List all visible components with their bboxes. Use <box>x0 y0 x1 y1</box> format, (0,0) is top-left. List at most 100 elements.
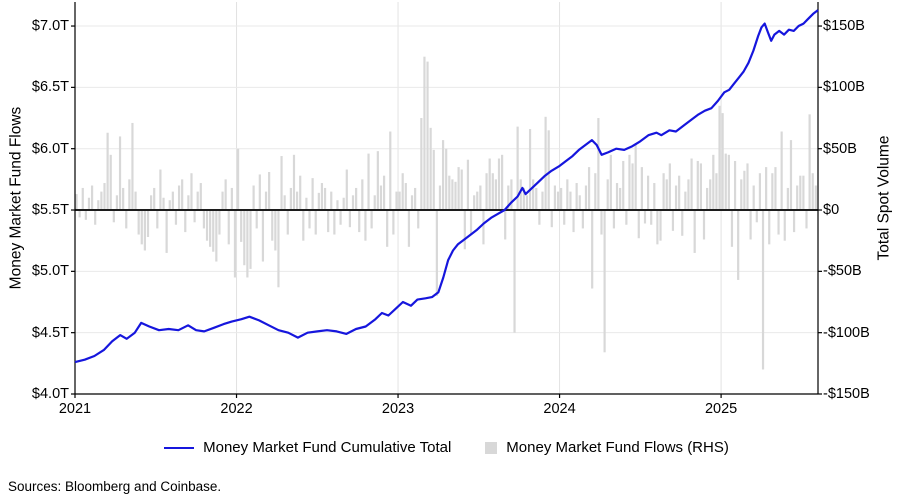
flow-bar <box>702 210 706 240</box>
flow-bar <box>364 210 367 241</box>
flow-bar <box>373 195 376 211</box>
right-axis-tick-label: -$100B <box>823 324 870 341</box>
flow-bar <box>674 185 678 211</box>
flow-bar <box>370 210 373 229</box>
flow-bar <box>159 169 162 211</box>
flow-bar <box>308 210 311 229</box>
flow-bar <box>634 143 637 211</box>
flow-bar <box>87 197 91 211</box>
flow-bar <box>665 179 668 211</box>
flow-bar <box>314 210 317 235</box>
flow-bar <box>224 179 227 211</box>
flow-bar <box>410 195 414 211</box>
source-note: Sources: Bloomberg and Coinbase. <box>8 479 222 494</box>
flow-bar <box>631 163 634 211</box>
flow-bar <box>799 175 802 211</box>
flow-bar <box>404 183 407 211</box>
left-axis-tick-label: $7.0T <box>31 18 69 35</box>
flow-bar <box>187 195 190 211</box>
flow-bar <box>650 210 653 225</box>
flow-bar <box>302 210 305 241</box>
flow-bar <box>494 179 497 211</box>
left-axis-tick-label: $5.5T <box>31 202 69 219</box>
flow-bar <box>501 154 504 211</box>
flow-bar <box>339 210 342 225</box>
flow-bar <box>146 210 150 237</box>
flow-bar <box>594 173 597 211</box>
flow-bar <box>690 158 693 211</box>
flow-bar <box>150 195 153 211</box>
flow-bar <box>407 210 411 247</box>
flow-bar <box>622 160 625 211</box>
flow-bar <box>209 210 212 247</box>
flow-bar <box>737 210 740 280</box>
x-axis-tick-label: 2021 <box>58 401 92 417</box>
flow-bar <box>696 160 699 211</box>
flow-bar <box>792 210 796 233</box>
flow-bar <box>469 210 473 235</box>
flow-bar <box>277 210 280 288</box>
flow-bar <box>156 210 159 229</box>
flow-bar <box>153 187 156 211</box>
flow-bar <box>724 153 727 211</box>
flow-bar <box>659 210 662 241</box>
flow-bar <box>678 175 681 211</box>
flow-bar <box>81 187 84 211</box>
flow-bar <box>106 132 109 211</box>
flow-bar <box>448 175 451 211</box>
flow-bar <box>805 210 808 229</box>
left-axis-tick-label: $5.0T <box>31 263 69 280</box>
flow-bar <box>802 175 805 211</box>
flow-bar <box>668 163 671 211</box>
flow-bar <box>581 210 584 229</box>
flow-bar <box>783 210 786 241</box>
flow-bar <box>476 191 479 211</box>
flow-bar <box>637 210 640 239</box>
flow-bar <box>305 197 308 211</box>
flow-bar <box>367 153 370 211</box>
flow-bar <box>426 61 429 211</box>
flow-bar <box>609 154 612 211</box>
flow-bar <box>522 187 525 211</box>
flow-bar <box>746 163 749 211</box>
flow-bar <box>575 183 578 211</box>
flow-bar <box>715 173 718 211</box>
line-swatch-icon <box>164 446 195 449</box>
flow-bar <box>90 185 94 211</box>
flow-bar <box>118 136 122 211</box>
flow-bar <box>255 210 258 229</box>
flow-bar <box>457 167 460 211</box>
flow-bar <box>597 118 600 211</box>
flow-bar <box>786 187 789 211</box>
flow-bar <box>289 187 292 211</box>
flow-bar <box>684 191 687 211</box>
legend-item-cumulative-total: Money Market Fund Cumulative Total <box>164 439 451 456</box>
flow-bar <box>681 210 684 236</box>
flow-bar <box>560 187 563 211</box>
flow-bar <box>451 179 454 211</box>
flow-bar <box>336 200 339 211</box>
flow-bar <box>109 154 112 211</box>
left-axis-tick-label: $6.5T <box>31 79 69 96</box>
flow-bar <box>591 210 594 289</box>
flow-bar <box>566 179 569 211</box>
flow-bar <box>112 210 115 223</box>
flow-bar <box>653 183 656 211</box>
flow-bar <box>423 56 426 211</box>
left-axis-title: Money Market Fund Flows <box>7 106 24 290</box>
flow-bar <box>143 210 146 251</box>
flow-bar <box>122 187 125 211</box>
flow-bar <box>765 167 768 211</box>
flow-bar <box>733 160 737 211</box>
flow-bar <box>544 116 547 211</box>
flow-bar <box>730 210 734 247</box>
flow-bar <box>261 210 265 262</box>
x-axis-tick-label: 2022 <box>220 401 253 417</box>
flow-bar <box>420 118 423 211</box>
flow-bar <box>662 173 665 211</box>
flow-bar <box>168 200 171 211</box>
flow-bar <box>171 191 174 211</box>
legend-item-fund-flows: Money Market Fund Flows (RHS) <box>485 439 729 456</box>
flow-bar <box>286 210 289 235</box>
